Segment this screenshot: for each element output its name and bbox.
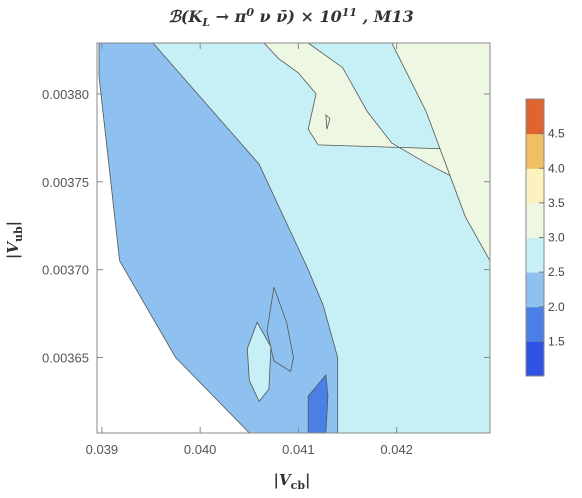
colorbar-band (526, 237, 544, 273)
x-tick-label: 0.040 (184, 442, 217, 457)
colorbar-label: 2.0 (548, 300, 565, 314)
y-axis-ticks: 0.00365 0.00370 0.00375 0.00380 (42, 87, 490, 365)
contour-region-2.5-3.0-4 (246, 321, 272, 403)
colorbar-label: 1.5 (548, 334, 565, 348)
x-axis-title: |Vcb| (274, 471, 311, 492)
plot-area (98, 43, 490, 433)
colorbar-band (526, 306, 544, 342)
colorbar: 1.5 2.0 2.5 3.0 3.5 4.0 4.5 (525, 98, 565, 377)
colorbar-label: 3.5 (548, 196, 565, 210)
y-tick-label: 0.00370 (42, 263, 89, 278)
colorbar-band (526, 168, 544, 204)
contour-region-1.5-2.0-5 (307, 374, 329, 433)
contour-regions (98, 43, 490, 433)
colorbar-band (526, 133, 544, 169)
x-tick-label: 0.042 (380, 442, 413, 457)
contour-region-3.0-3.5-2 (391, 43, 490, 262)
x-tick-label: 0.039 (86, 442, 119, 457)
plot-frame (96, 42, 491, 434)
colorbar-band (526, 272, 544, 308)
colorbar-label: 3.0 (548, 231, 565, 245)
x-axis-ticks: 0.039 0.040 0.041 0.042 (86, 43, 413, 457)
y-tick-label: 0.00375 (42, 175, 89, 190)
colorbar-label: 2.5 (548, 265, 565, 279)
y-tick-label: 0.00380 (42, 87, 89, 102)
x-tick-label: 0.041 (282, 442, 315, 457)
contour-region-2.0-2.5-3 (266, 287, 294, 373)
colorbar-label: 4.0 (548, 161, 565, 175)
contour-region-3.0-3.5-1 (263, 43, 490, 179)
colorbar-band (526, 341, 544, 377)
colorbar-label: 4.5 (548, 127, 565, 141)
colorbar-band (526, 202, 544, 238)
y-tick-label: 0.00365 (42, 350, 89, 365)
y-axis-title: |Vub| (4, 221, 25, 259)
colorbar-band (526, 99, 544, 135)
chart-title: ℬ(KL → π0 ν ν̄) × 1011 , M13 (168, 6, 413, 29)
contour-region-3.0-3.5-6 (325, 114, 331, 130)
